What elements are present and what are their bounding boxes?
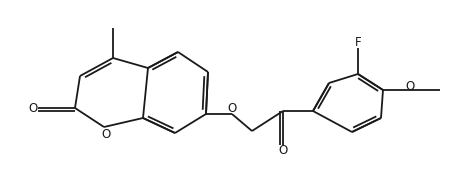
Text: F: F: [355, 36, 361, 49]
Text: O: O: [227, 102, 236, 115]
Text: O: O: [278, 144, 288, 158]
Text: O: O: [101, 127, 111, 140]
Text: O: O: [405, 80, 414, 93]
Text: O: O: [29, 102, 38, 115]
